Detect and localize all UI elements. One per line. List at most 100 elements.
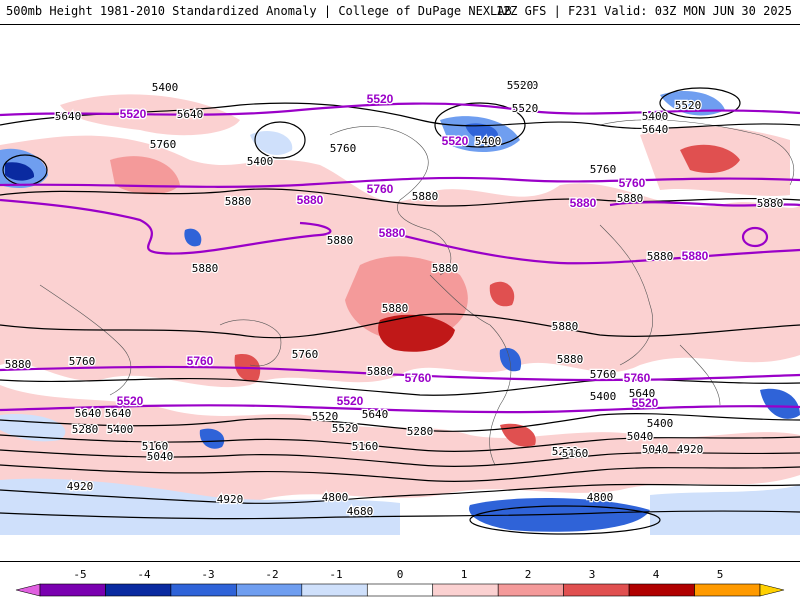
colorbar-swatch bbox=[694, 583, 761, 597]
contour-label: 5880 bbox=[617, 192, 644, 205]
contour-label: 5880 bbox=[367, 365, 394, 378]
key-contour-label: 5880 bbox=[297, 193, 324, 207]
contour-label: 5280 bbox=[72, 423, 99, 436]
contour-label: 5160 bbox=[352, 440, 379, 453]
colorbar-tick-label: 0 bbox=[396, 568, 404, 581]
key-contour-label: 5520 bbox=[632, 396, 659, 410]
contour-label: 5640 bbox=[629, 387, 656, 400]
colorbar-tick-label: -3 bbox=[201, 568, 215, 581]
key-contour-label: 5880 bbox=[570, 196, 597, 210]
contour-label: 5520 bbox=[512, 79, 539, 92]
contour-label: 5880 bbox=[552, 320, 579, 333]
colorbar-tick-label: 5 bbox=[716, 568, 724, 581]
contour-label: 5040 bbox=[642, 443, 669, 456]
contour-label: 5520 bbox=[675, 99, 702, 112]
anomaly-fill-layer bbox=[0, 90, 800, 535]
contour-label: 5640 bbox=[362, 408, 389, 421]
colorbar-swatch bbox=[497, 583, 564, 597]
contour-label: 5400 bbox=[642, 110, 669, 123]
contour-label: 5880 bbox=[412, 190, 439, 203]
contour-label: 5640 bbox=[177, 108, 204, 121]
contour-label: 5640 bbox=[55, 110, 82, 123]
anomaly-colorbar: -5 -4 -3 -2 -1 0 1 2 3 4 5 bbox=[0, 566, 800, 600]
colorbar-tick-label: 1 bbox=[460, 568, 468, 581]
contour-label: 5280 bbox=[552, 445, 579, 458]
contour-label: 5280 bbox=[407, 425, 434, 438]
contour-label: 5760 bbox=[292, 348, 319, 361]
contour-label: 5400 bbox=[107, 423, 134, 436]
contour-label: 5400 bbox=[247, 155, 274, 168]
colorbar-tick-label: -2 bbox=[265, 568, 279, 581]
key-contour-label: 5520 bbox=[442, 134, 469, 148]
height-contours bbox=[0, 87, 800, 535]
colorbar-swatch bbox=[563, 583, 630, 597]
key-contour-label: 5760 bbox=[367, 182, 394, 196]
key-contour-label: 5880 bbox=[682, 249, 709, 263]
contour-label: 5040 bbox=[147, 450, 174, 463]
colorbar-swatch bbox=[432, 583, 499, 597]
contour-label: 4800 bbox=[587, 491, 614, 504]
colorbar-max-arrow bbox=[759, 583, 785, 597]
contour-label: 5640 bbox=[105, 407, 132, 420]
key-contour-label: 5880 bbox=[379, 226, 406, 240]
colorbar-tick-label: -1 bbox=[329, 568, 343, 581]
contour-label: 5400 bbox=[647, 417, 674, 430]
contour-label: 5880 bbox=[432, 262, 459, 275]
key-contour-label: 5520 bbox=[117, 394, 144, 408]
contour-label: 4800 bbox=[322, 491, 349, 504]
colorbar-swatch bbox=[301, 583, 368, 597]
colorbar-min-arrow bbox=[15, 583, 41, 597]
colorbar-swatch bbox=[39, 583, 106, 597]
colorbar-swatch bbox=[170, 583, 237, 597]
key-contour-label: 5760 bbox=[405, 371, 432, 385]
contour-label: 5760 bbox=[330, 142, 357, 155]
contour-label: 5520 bbox=[312, 410, 339, 423]
contour-label: 5880 bbox=[757, 197, 784, 210]
colorbar-swatch bbox=[628, 583, 695, 597]
contour-label: 4680 bbox=[347, 505, 374, 518]
contour-label: 5760 bbox=[590, 368, 617, 381]
contour-label: 5880 bbox=[327, 234, 354, 247]
contour-label: 5880 bbox=[192, 262, 219, 275]
colorbar-tick-label: 3 bbox=[588, 568, 596, 581]
contour-label: 5640 bbox=[642, 123, 669, 136]
colorbar-tick-label: -5 bbox=[73, 568, 87, 581]
colorbar-swatch bbox=[366, 583, 434, 597]
colorbar-tick-label: -4 bbox=[137, 568, 151, 581]
contour-label: 5880 bbox=[382, 302, 409, 315]
contour-label: 5160 bbox=[562, 447, 589, 460]
key-contour-label: 5760 bbox=[619, 176, 646, 190]
colorbar-tick-label: 2 bbox=[524, 568, 532, 581]
colorbar-swatch bbox=[236, 583, 303, 597]
contour-label: 5880 bbox=[5, 358, 32, 371]
key-contour-label: 5520 bbox=[367, 92, 394, 106]
contour-label: 5040 bbox=[627, 430, 654, 443]
key-contour-label: 5520 bbox=[120, 107, 147, 121]
model-run-info: 12Z GFS | F231 Valid: 03Z MON JUN 30 202… bbox=[495, 4, 792, 18]
contour-label: 4920 bbox=[67, 480, 94, 493]
contour-label: 5640 bbox=[75, 407, 102, 420]
contour-label: 5400 bbox=[475, 135, 502, 148]
contour-label: 5760 bbox=[69, 355, 96, 368]
contour-label: 5520 bbox=[332, 422, 359, 435]
contour-label: 5760 bbox=[590, 163, 617, 176]
contour-label: 4920 bbox=[677, 443, 704, 456]
contour-label: 5160 bbox=[142, 440, 169, 453]
key-contour-label: 5520 bbox=[337, 394, 364, 408]
contour-label: 5520 bbox=[507, 79, 534, 92]
contour-label: 5880 bbox=[647, 250, 674, 263]
colorbar-tick-label: 4 bbox=[652, 568, 660, 581]
contour-label: 5760 bbox=[150, 138, 177, 151]
key-contour-label: 5760 bbox=[624, 371, 651, 385]
contour-label: 4920 bbox=[217, 493, 244, 506]
contour-label: 5520 bbox=[512, 102, 539, 115]
colorbar-swatches bbox=[15, 583, 785, 597]
key-height-contours bbox=[0, 102, 800, 414]
contour-label: 5880 bbox=[225, 195, 252, 208]
contour-label: 5400 bbox=[590, 390, 617, 403]
colorbar-swatch bbox=[105, 583, 172, 597]
anomaly-map: 5400 5520 5520 5640 5520 5640 5520 5400 5520 5400… bbox=[0, 24, 800, 562]
key-contour-label: 5760 bbox=[187, 354, 214, 368]
contour-label: 5880 bbox=[557, 353, 584, 366]
